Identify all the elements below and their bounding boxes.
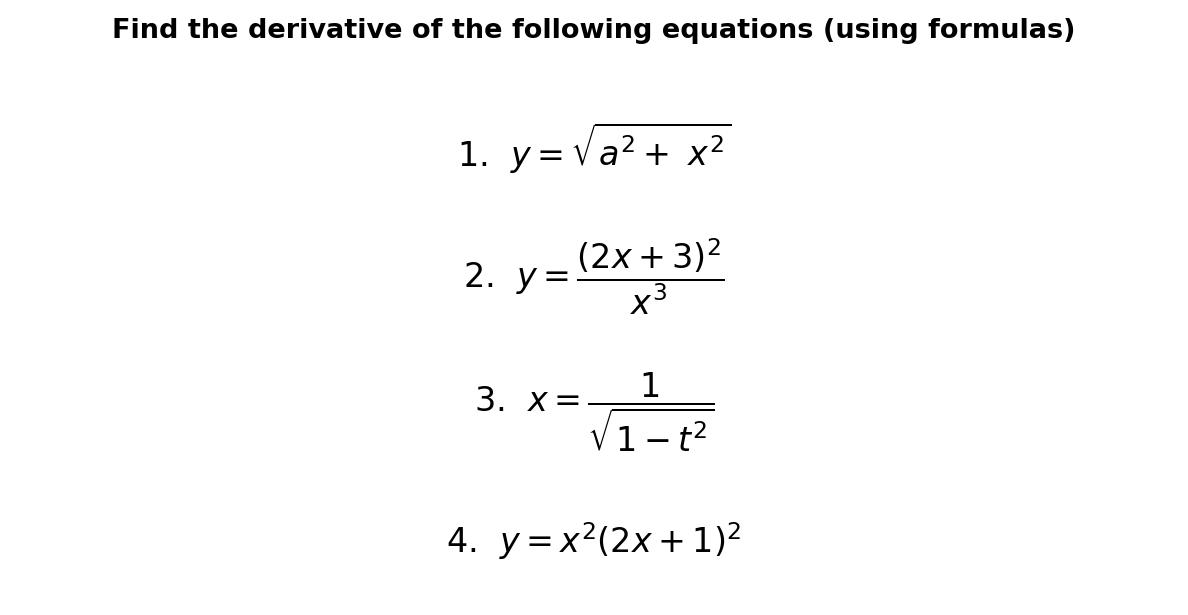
Text: 4.  $y = x^2(2x + 1)^2$: 4. $y = x^2(2x + 1)^2$	[447, 520, 741, 562]
Text: Find the derivative of the following equations (using formulas): Find the derivative of the following equ…	[112, 18, 1076, 44]
Text: 3.  $x = \dfrac{1}{\sqrt{1-t^2}}$: 3. $x = \dfrac{1}{\sqrt{1-t^2}}$	[474, 370, 714, 454]
Text: 2.  $y = \dfrac{(2x+3)^2}{x^3}$: 2. $y = \dfrac{(2x+3)^2}{x^3}$	[463, 237, 725, 317]
Text: 1.  $y = \sqrt{a^2 + \ x^2}$: 1. $y = \sqrt{a^2 + \ x^2}$	[457, 120, 731, 175]
